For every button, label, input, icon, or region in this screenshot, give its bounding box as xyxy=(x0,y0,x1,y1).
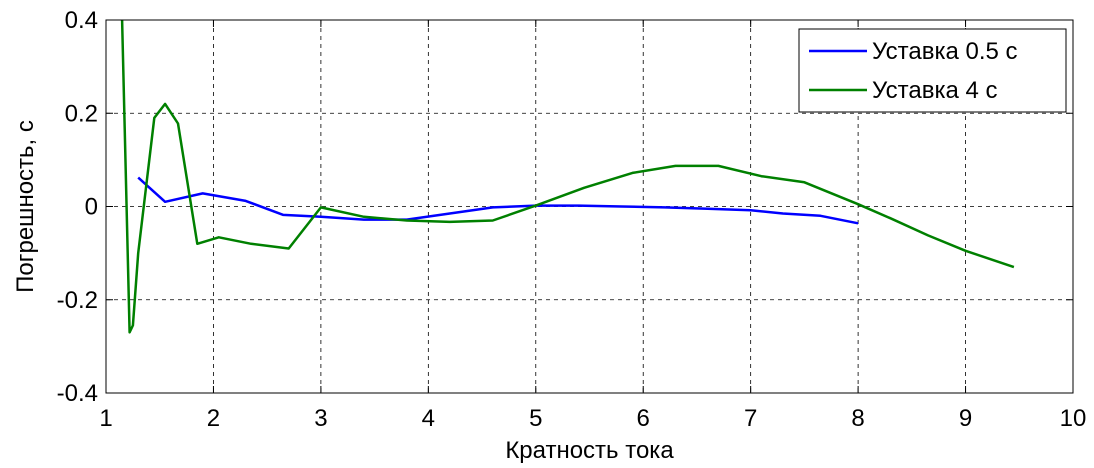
y-tick-label: 0.2 xyxy=(65,100,98,127)
legend-label-series-2: Уставка 4 с xyxy=(872,77,998,104)
y-tick-labels: -0.4 -0.2 0 0.2 0.4 xyxy=(57,7,98,407)
series-line-1 xyxy=(137,176,859,225)
x-axis-label: Кратность тока xyxy=(505,437,674,464)
x-tick-label: 5 xyxy=(529,405,542,432)
y-tick-label: -0.2 xyxy=(57,287,98,314)
x-tick-label: 1 xyxy=(99,405,112,432)
y-tick-label: 0 xyxy=(85,194,98,221)
legend-label-series-1: Уставка 0.5 с xyxy=(872,38,1018,65)
x-tick-label: 3 xyxy=(314,405,327,432)
x-tick-label: 4 xyxy=(422,405,435,432)
legend: Уставка 0.5 с Уставка 4 с xyxy=(798,28,1067,113)
y-axis-label: Погрешность, с xyxy=(12,120,39,293)
y-tick-label: -0.4 xyxy=(57,380,98,407)
series-line-2 xyxy=(120,19,1015,334)
legend-box xyxy=(798,28,1067,113)
y-tick-label: 0.4 xyxy=(65,7,98,34)
x-tick-label: 9 xyxy=(959,405,972,432)
tick-marks xyxy=(105,19,1074,394)
x-tick-label: 2 xyxy=(207,405,220,432)
x-tick-label: 8 xyxy=(851,405,864,432)
x-tick-label: 10 xyxy=(1060,405,1087,432)
x-tick-label: 7 xyxy=(744,405,757,432)
series-lines xyxy=(120,19,1015,334)
x-tick-labels: 1 2 3 4 5 6 7 8 9 10 xyxy=(99,405,1086,432)
x-tick-label: 6 xyxy=(637,405,650,432)
